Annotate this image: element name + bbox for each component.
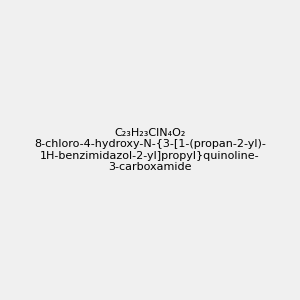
Text: C₂₃H₂₃ClN₄O₂
8-chloro-4-hydroxy-N-{3-[1-(propan-2-yl)-
1H-benzimidazol-2-yl]prop: C₂₃H₂₃ClN₄O₂ 8-chloro-4-hydroxy-N-{3-[1-… — [34, 128, 266, 172]
